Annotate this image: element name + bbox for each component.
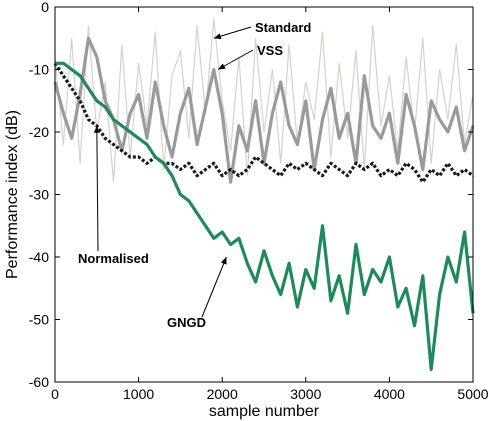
annotation-label: GNGD xyxy=(167,315,206,330)
annotation-arrow xyxy=(96,125,99,252)
x-tick-label: 0 xyxy=(51,386,59,402)
y-tick-label: -20 xyxy=(29,124,49,140)
y-tick-label: -30 xyxy=(29,187,49,203)
series-line-vss xyxy=(53,36,475,184)
series-line-normalised xyxy=(53,62,474,184)
series-line-standard xyxy=(54,18,474,183)
plot-frame xyxy=(54,6,474,383)
annotation-label: VSS xyxy=(257,43,283,58)
y-tick-label: -40 xyxy=(29,249,49,265)
annotation-label: Normalised xyxy=(78,251,149,266)
annotations: Standard VSS Normalised GNGD xyxy=(78,20,311,330)
annotation-arrowhead xyxy=(218,63,226,70)
axes: 0 1000 2000 3000 4000 5000 0 -10 -20 -30 -40 -50 -60 xyxy=(29,0,489,402)
x-tick-label: 5000 xyxy=(457,386,488,402)
x-tick-label: 3000 xyxy=(290,386,321,402)
annotation-arrowhead xyxy=(93,125,100,133)
x-tick-label: 4000 xyxy=(374,386,405,402)
y-tick-label: 0 xyxy=(41,0,49,15)
annotation-label: Standard xyxy=(255,20,311,35)
x-axis-label: sample number xyxy=(209,403,320,420)
x-tick-label: 1000 xyxy=(123,386,154,402)
y-tick-label: -10 xyxy=(29,62,49,78)
plot-lines xyxy=(53,18,475,372)
annotation-arrowhead xyxy=(220,257,227,265)
y-tick-label: -50 xyxy=(29,312,49,328)
y-axis-label: Performance index (dB) xyxy=(4,110,21,279)
annotation-arrow xyxy=(201,256,227,318)
y-tick-label: -60 xyxy=(29,374,49,390)
annotation-arrowhead xyxy=(213,33,222,40)
x-tick-label: 2000 xyxy=(207,386,238,402)
series-line-gngd xyxy=(55,61,475,372)
